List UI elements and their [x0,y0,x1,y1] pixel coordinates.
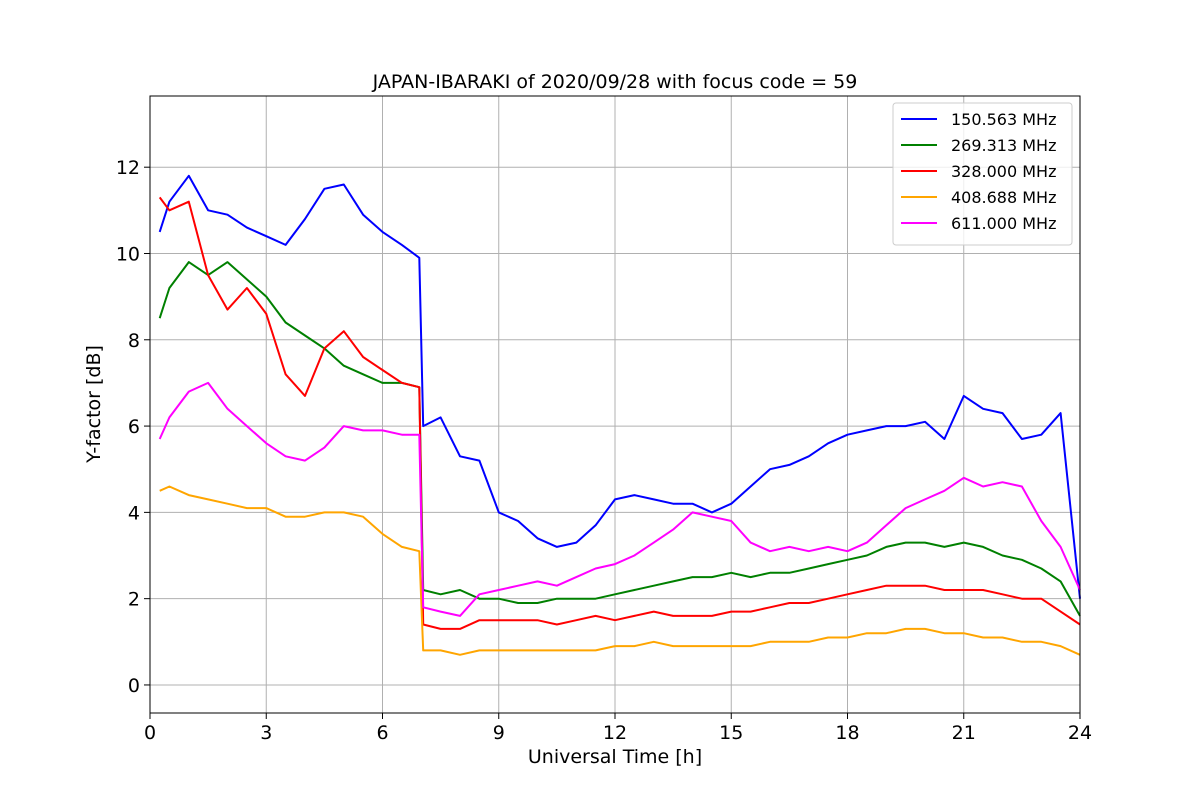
x-axis-title: Universal Time [h] [528,746,702,768]
series-line-2 [158,261,1081,617]
series-line-5 [158,381,1081,617]
series-layer [158,174,1081,656]
y-tick-label: 10 [116,243,140,265]
chart-title: JAPAN-IBARAKI of 2020/09/28 with focus c… [372,71,858,93]
legend: 150.563 MHz 269.313 MHz 328.000 MHz 408.688… [892,102,1073,246]
x-tick-label: 24 [1068,722,1092,744]
x-tick-label: 18 [835,722,859,744]
legend-label: 150.563 MHz [951,110,1056,129]
series-line-1 [158,174,1081,599]
legend-box [892,102,1073,246]
x-tick-label: 15 [719,722,743,744]
y-tick-label: 12 [116,157,140,179]
x-tick-label: 21 [952,722,976,744]
y-axis-title: Y-factor [dB] [83,345,105,464]
y-tick-label: 2 [128,589,140,611]
x-tick-label: 9 [493,722,505,744]
x-tick-label: 0 [144,722,156,744]
y-tick-label: 0 [128,675,140,697]
y-tick-label: 6 [128,416,140,438]
y-tick-label: 8 [128,330,140,352]
x-axis-ticks: 0 3 6 9 12 15 18 21 24 [144,713,1092,744]
legend-label: 269.313 MHz [951,136,1056,155]
series-line-3 [158,196,1081,630]
series-line-4 [159,485,1081,656]
legend-label: 408.688 MHz [951,188,1056,207]
x-tick-label: 3 [260,722,272,744]
legend-label: 611.000 MHz [951,214,1056,233]
x-tick-label: 6 [376,722,388,744]
legend-label: 328.000 MHz [951,162,1056,181]
x-tick-label: 12 [603,722,627,744]
y-axis-ticks: 0 2 4 6 8 10 12 [116,157,150,697]
y-tick-label: 4 [128,502,140,524]
